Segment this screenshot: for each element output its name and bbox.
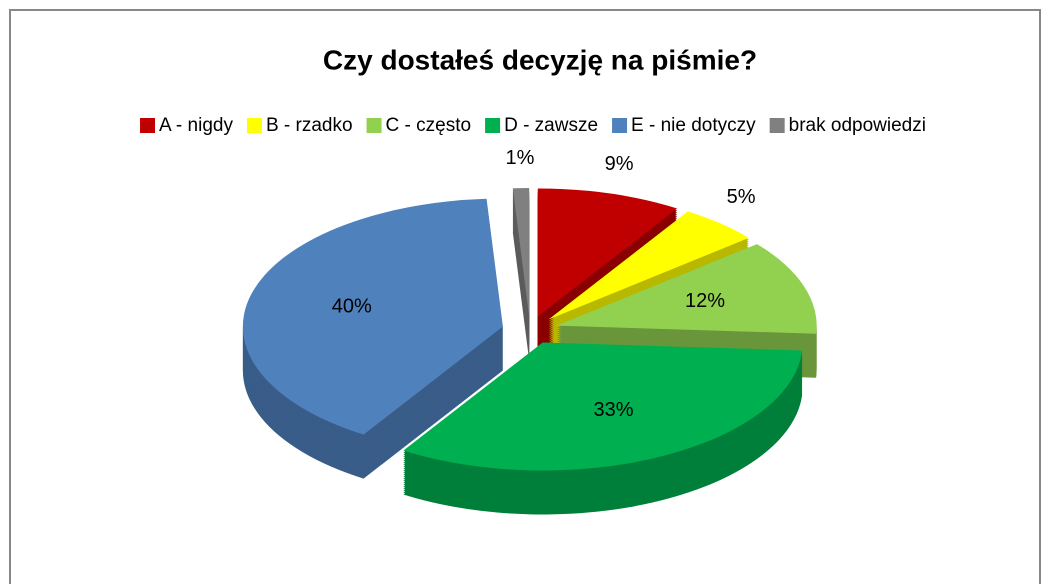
legend-label: C - często (386, 115, 472, 136)
legend-label: A - nigdy (159, 115, 233, 136)
legend-label: brak odpowiedzi (789, 115, 926, 136)
slice (548, 211, 749, 320)
chart-title: Czy dostałeś decyzję na piśmie? (323, 44, 757, 75)
slice (512, 188, 530, 317)
slice (403, 342, 803, 471)
legend-swatch (366, 118, 382, 133)
data-label: 1% (506, 147, 535, 169)
data-label: 9% (605, 153, 634, 175)
data-label: 12% (685, 290, 725, 312)
legend-swatch (246, 118, 262, 133)
data-label: 5% (727, 186, 756, 208)
data-label: 40% (332, 296, 372, 318)
legend-swatch (769, 118, 785, 133)
legend-swatch (485, 118, 501, 133)
slice (537, 188, 678, 317)
data-label: 33% (594, 399, 634, 421)
legend-label: B - rzadko (266, 115, 353, 136)
slice (242, 198, 503, 435)
legend-label: D - zawsze (504, 115, 598, 136)
slice (556, 244, 817, 334)
legend-swatch (140, 118, 156, 133)
legend-swatch (612, 118, 628, 133)
legend-label: E - nie dotyczy (631, 115, 756, 136)
